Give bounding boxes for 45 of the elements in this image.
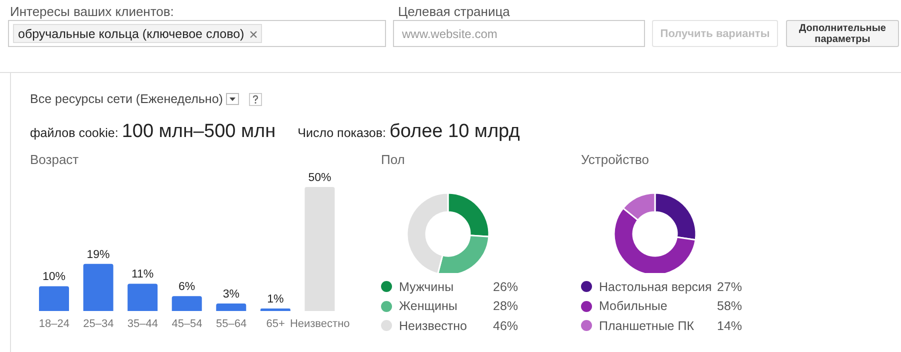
text: файлов cookie: <box>30 126 120 140</box>
legend-label: Настольная версия <box>599 280 713 294</box>
data-label: 50% <box>308 172 332 184</box>
legend-label: Планшетные ПК <box>599 318 696 333</box>
data-label: 6% <box>178 281 196 294</box>
x-tick-label: 25–34 <box>83 318 114 330</box>
more-button: Дополнительные параметры <box>786 20 899 47</box>
data-label: 46% <box>493 318 518 333</box>
chart-title: Возраст <box>30 152 80 167</box>
data-label: 14% <box>717 318 742 333</box>
text: 100 млн–500 млн <box>122 121 276 142</box>
options-button: Получить варианты <box>652 20 778 47</box>
data-label: 58% <box>717 299 742 314</box>
bar <box>128 284 158 311</box>
data-label: 28% <box>493 299 518 314</box>
text: Все ресурсы сети (Еженедельно) <box>30 92 223 106</box>
x-tick-label: 55–64 <box>216 318 247 330</box>
text: более 10 млрд <box>389 121 520 142</box>
text: Целевая страница <box>398 4 510 19</box>
bar <box>83 264 114 311</box>
x-tick-label: Неизвестно <box>290 318 350 330</box>
legend-label: Мобильные <box>599 299 668 314</box>
keyword-field: обручальные кольца (ключевое слово) <box>8 20 386 47</box>
data-label: 1% <box>267 294 284 306</box>
chart-title: Устройство <box>581 152 650 167</box>
bar <box>172 296 202 311</box>
data-label: 3% <box>222 288 240 301</box>
legend-label: Мужчины <box>399 280 455 294</box>
bar <box>304 187 335 311</box>
bar <box>39 286 69 311</box>
bar <box>216 304 246 311</box>
legend-label: Женщины <box>399 299 458 314</box>
x-tick-label: 45–54 <box>172 318 202 330</box>
text: Число показов: <box>298 126 387 140</box>
data-label: 26% <box>493 280 518 294</box>
x-tick-label: 65+ <box>266 318 285 330</box>
x-tick-label: 18–24 <box>38 318 70 330</box>
data-label: 19% <box>86 248 110 261</box>
data-label: 11% <box>131 268 154 281</box>
data-label: 27% <box>717 280 742 294</box>
x-tick-label: 35–44 <box>127 318 158 330</box>
chart-title: Пол <box>381 152 406 167</box>
text: Интересы ваших клиентов: <box>10 4 174 19</box>
url-field: www.website.com <box>393 20 645 47</box>
data-label: 10% <box>42 271 66 284</box>
